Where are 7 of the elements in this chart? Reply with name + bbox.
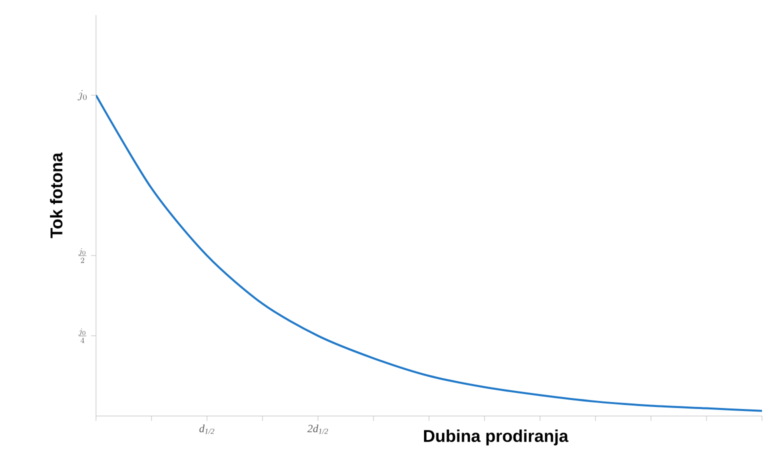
y-axis-title: Tok fotona: [50, 152, 62, 238]
text: $\frac{j_0}{2}$: [78, 248, 86, 263]
x-tick-label: 2d$_{1/2}$: [307, 424, 328, 434]
x-tick-label: d$_{1/2}$: [199, 424, 214, 434]
text: $j_0$: [78, 90, 87, 100]
text: $\frac{j_0}{4}$: [78, 328, 86, 344]
x-axis-title: Dubina prodiranja: [424, 430, 568, 446]
